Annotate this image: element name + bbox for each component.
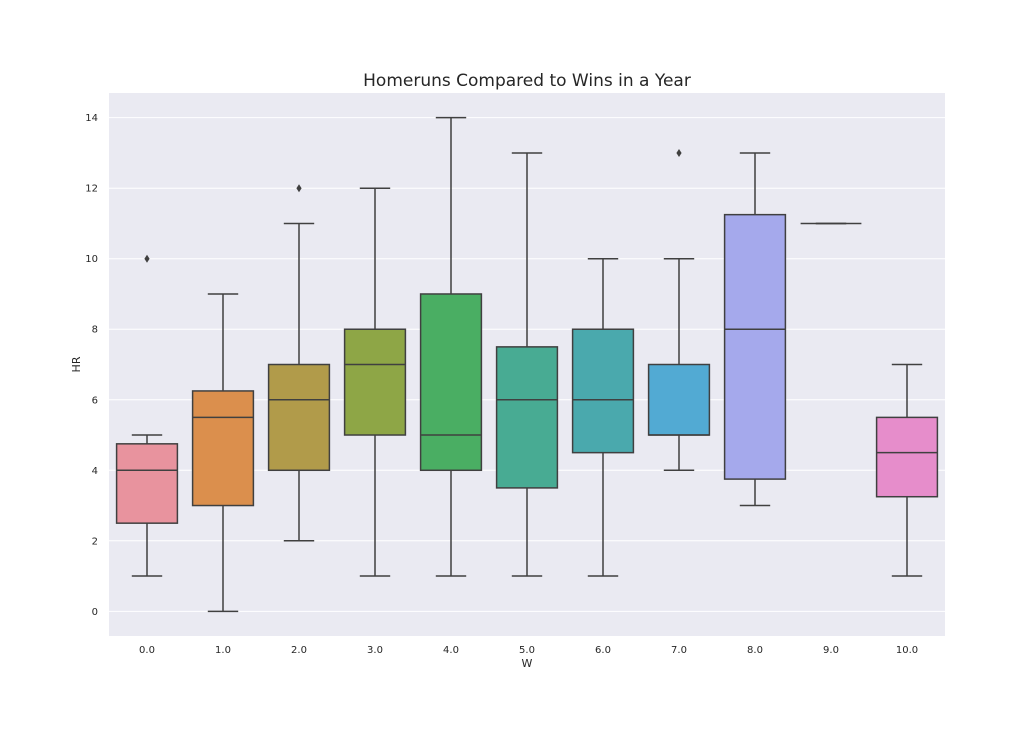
y-tick-label: 12 xyxy=(85,184,98,195)
x-tick-label: 1.0 xyxy=(215,645,231,656)
y-tick-label: 6 xyxy=(92,395,98,406)
x-tick-label: 5.0 xyxy=(519,645,535,656)
x-tick-label: 8.0 xyxy=(747,645,763,656)
box-group xyxy=(571,257,635,577)
box-group xyxy=(191,293,255,613)
x-tick-label: 6.0 xyxy=(595,645,611,656)
box xyxy=(647,363,711,436)
box xyxy=(419,293,483,472)
box-group xyxy=(419,116,483,577)
box xyxy=(571,328,635,454)
box-group xyxy=(495,152,559,577)
box-group xyxy=(647,148,711,472)
y-tick-labels: 0 2 4 6 8 10 12 14 xyxy=(85,113,98,618)
y-tick-label: 14 xyxy=(85,113,98,124)
box-group xyxy=(875,363,939,577)
y-tick-label: 8 xyxy=(92,325,98,336)
box-group xyxy=(267,184,331,542)
box xyxy=(115,443,179,524)
y-tick-label: 0 xyxy=(92,607,98,618)
x-tick-label: 9.0 xyxy=(823,645,839,656)
x-axis-label: W xyxy=(522,657,533,670)
x-tick-label: 4.0 xyxy=(443,645,459,656)
x-tick-label: 10.0 xyxy=(896,645,918,656)
outlier-point xyxy=(296,184,302,193)
box xyxy=(191,390,255,507)
x-tick-label: 0.0 xyxy=(139,645,155,656)
outlier-point xyxy=(144,254,150,263)
x-tick-label: 3.0 xyxy=(367,645,383,656)
y-tick-label: 2 xyxy=(92,536,98,547)
box xyxy=(875,416,939,498)
box xyxy=(723,213,787,480)
x-tick-label: 2.0 xyxy=(291,645,307,656)
chart-title: Homeruns Compared to Wins in a Year xyxy=(363,71,691,91)
box-group xyxy=(343,187,407,577)
box xyxy=(495,346,559,489)
box xyxy=(343,328,407,436)
y-tick-label: 4 xyxy=(92,466,98,477)
box xyxy=(267,363,331,472)
x-tick-label: 7.0 xyxy=(671,645,687,656)
boxes xyxy=(115,116,939,613)
y-axis-label: HR xyxy=(70,356,83,372)
outlier-point xyxy=(676,148,682,157)
y-tick-label: 10 xyxy=(85,254,98,265)
x-tick-labels: 0.0 1.0 2.0 3.0 4.0 5.0 6.0 7.0 8.0 9.0 10.0 xyxy=(139,645,918,656)
box-group xyxy=(723,152,787,507)
box-group xyxy=(115,254,179,577)
